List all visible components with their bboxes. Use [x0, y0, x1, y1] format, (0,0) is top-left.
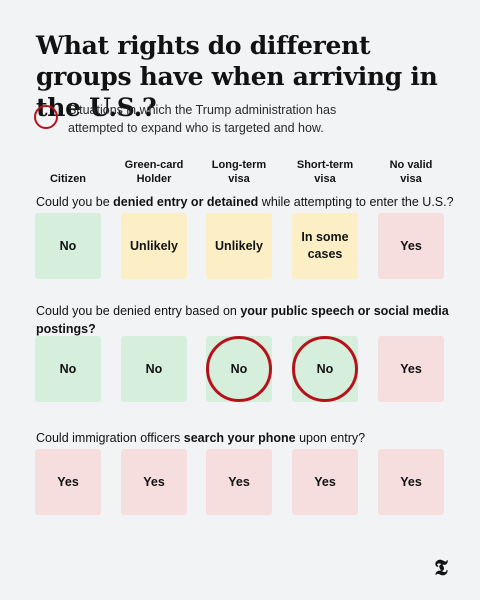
- column-header: Citizen: [49, 173, 87, 185]
- question-emphasis: denied entry or detained: [113, 195, 259, 209]
- legend: Situations in which the Trump administra…: [34, 101, 454, 137]
- question-prefix: Could you be denied entry based on: [36, 304, 241, 318]
- question-text: Could you be denied entry or detained wh…: [36, 193, 456, 211]
- answer-cell: Yes: [121, 449, 187, 515]
- answer-cell: Yes: [378, 449, 444, 515]
- answer-cell: Unlikely: [121, 213, 187, 279]
- question-suffix: upon entry?: [295, 431, 366, 445]
- page-title: What rights do different groups have whe…: [36, 31, 438, 122]
- question-text: Could you be denied entry based on your …: [36, 302, 456, 338]
- column-header: Green-card Holder: [124, 159, 184, 185]
- answer-cell: No: [35, 336, 101, 402]
- red-circle-icon: [34, 105, 58, 129]
- question-suffix: while attempting to enter the U.S.?: [258, 195, 454, 209]
- column-header: Short-term visa: [296, 159, 354, 185]
- answer-cell: No: [35, 213, 101, 279]
- answer-cell: No: [292, 336, 358, 402]
- answer-cell: Unlikely: [206, 213, 272, 279]
- question-prefix: Could you be: [36, 195, 114, 209]
- question-text: Could immigration officers search your p…: [36, 429, 456, 447]
- question-prefix: Could immigration officers: [36, 431, 184, 445]
- column-header: No valid visa: [389, 159, 433, 185]
- answer-cell: Yes: [378, 213, 444, 279]
- answer-cell: Yes: [292, 449, 358, 515]
- answer-cell: In some cases: [292, 213, 358, 279]
- answer-cell: No: [206, 336, 272, 402]
- answer-cell: Yes: [378, 336, 444, 402]
- nyt-logo-icon: 𝕿: [434, 555, 448, 581]
- answer-cell: Yes: [35, 449, 101, 515]
- answer-cell: No: [121, 336, 187, 402]
- question-emphasis: your public speech or social media posti…: [36, 304, 449, 336]
- question-emphasis: search your phone: [183, 431, 296, 445]
- answer-cell: Yes: [206, 449, 272, 515]
- column-header: Long-term visa: [211, 159, 267, 185]
- legend-text: Situations in which the Trump administra…: [68, 103, 337, 135]
